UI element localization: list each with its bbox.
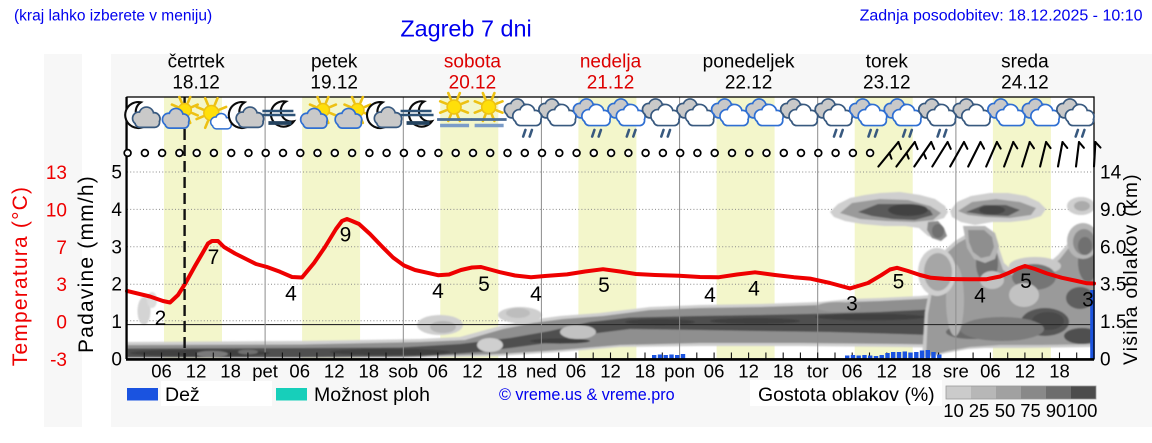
- svg-text:3.5: 3.5: [1100, 275, 1126, 296]
- svg-text:24.12: 24.12: [1001, 73, 1049, 94]
- svg-text:7: 7: [56, 238, 67, 259]
- svg-text:1.5: 1.5: [1100, 312, 1126, 333]
- svg-text:4: 4: [974, 285, 986, 308]
- svg-text:22.12: 22.12: [725, 73, 773, 94]
- svg-text:18: 18: [911, 361, 932, 382]
- svg-text:5: 5: [478, 273, 490, 296]
- svg-text:petek: petek: [311, 52, 358, 73]
- svg-text:0: 0: [1100, 350, 1111, 371]
- svg-text:90: 90: [1046, 400, 1067, 421]
- svg-text:25: 25: [969, 400, 990, 421]
- svg-text:sreda: sreda: [1001, 52, 1049, 73]
- svg-text:06: 06: [842, 361, 863, 382]
- svg-text:sobota: sobota: [444, 52, 501, 73]
- svg-text:tor: tor: [807, 361, 829, 382]
- svg-text:Gostota oblakov (%): Gostota oblakov (%): [758, 384, 935, 406]
- svg-text:3: 3: [1082, 289, 1094, 312]
- svg-text:0: 0: [56, 313, 67, 334]
- svg-text:4: 4: [748, 278, 760, 301]
- svg-text:Višina oblakov (km): Višina oblakov (km): [1121, 173, 1142, 365]
- svg-text:Možnost ploh: Možnost ploh: [314, 384, 430, 406]
- svg-text:12: 12: [324, 361, 345, 382]
- svg-text:3: 3: [56, 275, 67, 296]
- svg-text:12: 12: [877, 361, 898, 382]
- svg-text:12: 12: [186, 361, 207, 382]
- svg-text:0: 0: [111, 350, 122, 371]
- svg-text:10: 10: [46, 200, 67, 221]
- svg-text:sob: sob: [388, 361, 418, 382]
- svg-text:2: 2: [155, 307, 167, 330]
- svg-text:13: 13: [46, 163, 67, 184]
- svg-text:18: 18: [497, 361, 518, 382]
- svg-text:1: 1: [111, 312, 122, 333]
- svg-text:06: 06: [566, 361, 587, 382]
- svg-text:4: 4: [704, 284, 716, 307]
- svg-text:5: 5: [111, 163, 122, 184]
- svg-text:Zagreb 7 dni: Zagreb 7 dni: [400, 16, 531, 42]
- svg-text:9: 9: [340, 224, 352, 247]
- svg-text:torek: torek: [866, 52, 909, 73]
- svg-text:100: 100: [1067, 400, 1098, 421]
- svg-text:Zadnja posodobitev: 18.12.2025: Zadnja posodobitev: 18.12.2025 - 10:10: [860, 8, 1143, 25]
- svg-text:06: 06: [289, 361, 310, 382]
- svg-text:pon: pon: [664, 361, 695, 382]
- svg-text:5: 5: [598, 274, 610, 297]
- svg-text:18: 18: [220, 361, 241, 382]
- svg-text:18: 18: [635, 361, 656, 382]
- svg-text:12: 12: [462, 361, 483, 382]
- svg-text:7: 7: [208, 246, 220, 269]
- svg-text:Temperatura (°C): Temperatura (°C): [9, 186, 32, 366]
- svg-text:10: 10: [943, 400, 964, 421]
- svg-text:4: 4: [111, 200, 122, 221]
- svg-text:-3: -3: [50, 350, 67, 371]
- svg-text:3: 3: [846, 293, 858, 316]
- svg-text:18: 18: [773, 361, 794, 382]
- svg-text:06: 06: [428, 361, 449, 382]
- svg-text:06: 06: [704, 361, 725, 382]
- svg-text:Dež: Dež: [165, 384, 200, 406]
- svg-text:18: 18: [1049, 361, 1070, 382]
- svg-text:21.12: 21.12: [587, 73, 635, 94]
- svg-text:50: 50: [995, 400, 1016, 421]
- svg-text:23.12: 23.12: [863, 73, 911, 94]
- svg-text:9.0: 9.0: [1100, 200, 1126, 221]
- svg-text:pet: pet: [252, 361, 278, 382]
- svg-text:12: 12: [738, 361, 759, 382]
- svg-text:3: 3: [111, 237, 122, 258]
- svg-text:75: 75: [1020, 400, 1041, 421]
- svg-text:4: 4: [530, 283, 542, 306]
- svg-text:Padavine (mm/h): Padavine (mm/h): [75, 175, 98, 353]
- svg-text:18.12: 18.12: [172, 73, 220, 94]
- svg-text:ponedeljek: ponedeljek: [703, 52, 795, 73]
- svg-text:06: 06: [980, 361, 1001, 382]
- svg-text:19.12: 19.12: [310, 73, 358, 94]
- svg-text:2: 2: [111, 275, 122, 296]
- svg-text:nedelja: nedelja: [580, 52, 642, 73]
- svg-text:četrtek: četrtek: [168, 52, 226, 73]
- svg-text:(kraj lahko izberete v meniju): (kraj lahko izberete v meniju): [14, 8, 212, 25]
- svg-text:20.12: 20.12: [449, 73, 497, 94]
- svg-text:ned: ned: [526, 361, 557, 382]
- svg-text:5: 5: [893, 271, 905, 294]
- svg-text:12: 12: [1015, 361, 1036, 382]
- svg-text:sre: sre: [943, 361, 969, 382]
- svg-text:14: 14: [1100, 163, 1122, 184]
- svg-text:6.0: 6.0: [1100, 237, 1126, 258]
- svg-text:© vreme.us & vreme.pro: © vreme.us & vreme.pro: [499, 386, 675, 404]
- svg-text:06: 06: [151, 361, 172, 382]
- svg-text:12: 12: [600, 361, 621, 382]
- svg-text:4: 4: [432, 280, 444, 303]
- svg-text:5: 5: [1020, 270, 1032, 293]
- svg-text:18: 18: [359, 361, 380, 382]
- svg-text:4: 4: [285, 283, 297, 306]
